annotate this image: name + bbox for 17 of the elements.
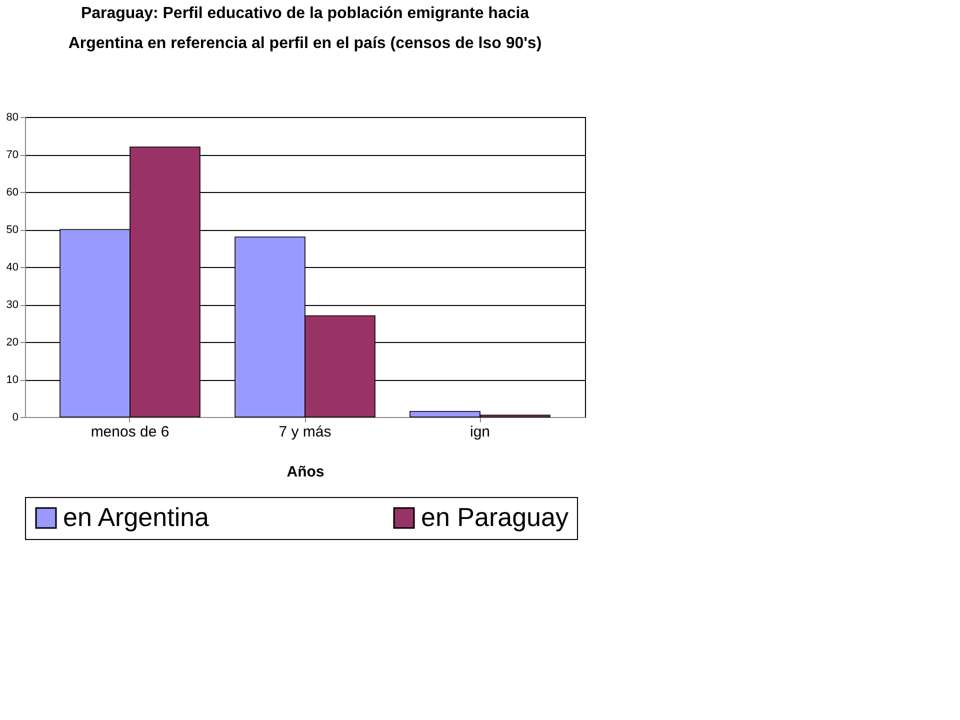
text: Argentina en referencia al perfil en el país (censos de lso 90's) [68, 35, 542, 52]
x-axis-title: Años [286, 464, 324, 480]
y-tick-label: 80 [6, 112, 18, 124]
y-tick-label: 40 [6, 262, 18, 274]
x-tick-label: ign [470, 424, 490, 440]
text: Paraguay: Perfil educativo de la población emigrante hacia [80, 5, 530, 22]
y-tick-label: 60 [6, 186, 18, 198]
x-tick-label: menos de 6 [90, 424, 170, 440]
x-tick-label: 7 y más [278, 424, 332, 440]
legend-label: en Paraguay [421, 502, 568, 532]
y-tick-label: 70 [6, 149, 18, 161]
y-tick-label: 20 [6, 336, 18, 348]
y-tick-label: 10 [6, 374, 18, 386]
legend-label: en Argentina [63, 502, 210, 532]
y-tick-label: 30 [6, 299, 18, 311]
y-tick-label: 50 [6, 224, 18, 236]
y-tick-label: 0 [12, 412, 18, 424]
